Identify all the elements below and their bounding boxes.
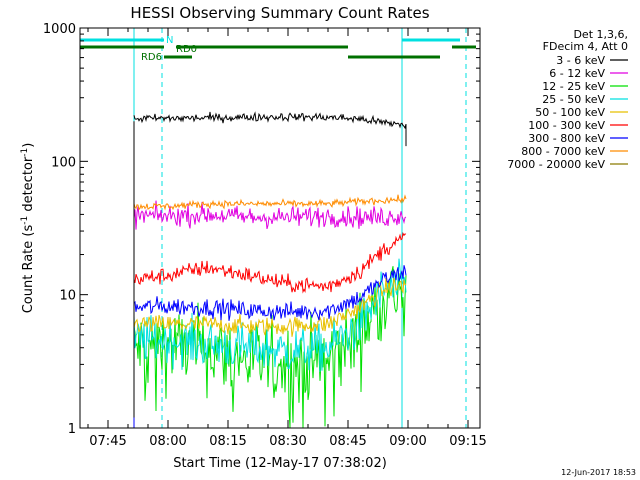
- series-line: [133, 111, 407, 130]
- x-tick-label: 09:00: [389, 434, 426, 449]
- legend-label: 50 - 100 keV: [535, 106, 605, 119]
- y-tick-label: 1000: [43, 22, 76, 37]
- axes: 1 10 100 1000 07:45 08:00 08:15 08:30 08:45 09:00…: [43, 22, 487, 449]
- legend-label: 7000 - 20000 keV: [507, 158, 605, 171]
- generation-date: 12-Jun-2017 18:53: [561, 468, 636, 477]
- x-tick-label: 09:15: [449, 434, 486, 449]
- y-axis-label-sup: -1: [20, 216, 30, 225]
- y-axis-label: Count Rate (s-1 detector-1): [20, 143, 36, 314]
- legend-label: 12 - 25 keV: [542, 80, 605, 93]
- series-line: [133, 194, 407, 211]
- x-tick-label: 08:00: [149, 434, 186, 449]
- legend-label: 6 - 12 keV: [549, 67, 605, 80]
- y-tick-label: 1: [68, 422, 76, 437]
- x-tick-label: 07:45: [89, 434, 126, 449]
- series-line: [133, 232, 407, 294]
- series-line: [133, 277, 406, 337]
- plot-frame: [79, 27, 481, 429]
- flag-bar-label: RD0: [176, 44, 197, 55]
- chart-title: HESSI Observing Summary Count Rates: [130, 4, 429, 22]
- legend-label: 300 - 800 keV: [528, 132, 605, 145]
- flag-bar-label: RD6: [141, 52, 162, 63]
- y-axis-label-part: detector: [21, 156, 36, 216]
- x-tick-label: 08:15: [209, 434, 246, 449]
- x-tick-label: 08:30: [269, 434, 306, 449]
- legend-label: 100 - 300 keV: [528, 119, 605, 132]
- y-axis-label-part: ): [21, 143, 36, 148]
- legend-label: 800 - 7000 keV: [521, 145, 605, 158]
- y-tick-label: 10: [59, 289, 76, 304]
- x-tick-label: 08:45: [329, 434, 366, 449]
- x-axis-label: Start Time (12-May-17 07:38:02): [173, 456, 387, 471]
- legend-label: 25 - 50 keV: [542, 93, 605, 106]
- series-line: [133, 200, 407, 230]
- series-line: [133, 258, 407, 372]
- series-line: [133, 265, 407, 321]
- legend-header: Det 1,3,6,: [573, 28, 628, 41]
- legend-label: 3 - 6 keV: [556, 54, 605, 67]
- legend-header: FDecim 4, Att 0: [543, 40, 628, 53]
- y-axis-label-part: Count Rate (s: [21, 225, 36, 314]
- flag-bar-label: N: [166, 35, 173, 46]
- y-tick-label: 100: [51, 155, 76, 170]
- y-axis-label-sup: -1: [20, 148, 30, 157]
